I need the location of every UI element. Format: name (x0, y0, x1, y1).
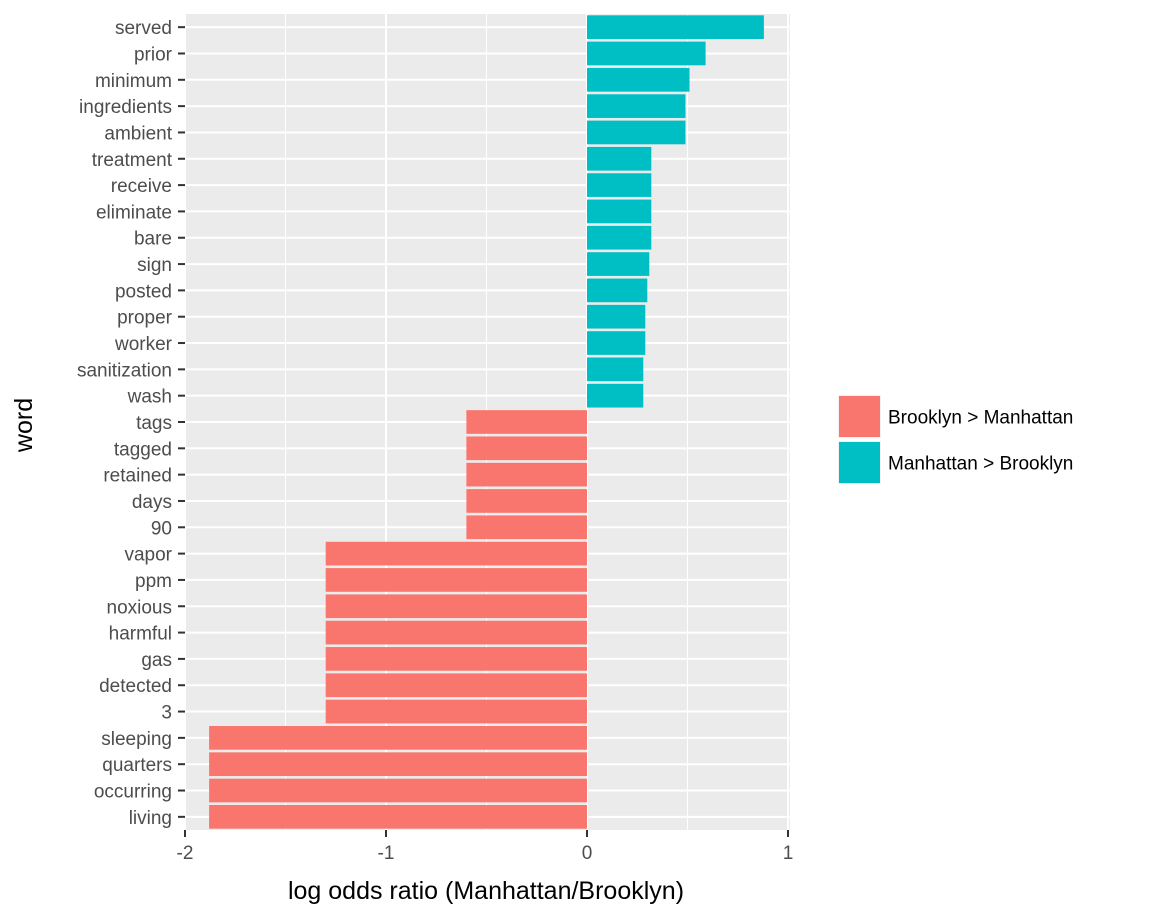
bar-days (466, 489, 587, 513)
x-axis-title: log odds ratio (Manhattan/Brooklyn) (288, 877, 684, 905)
x-tick-label: -1 (378, 843, 395, 864)
y-tick-label: sleeping (101, 729, 172, 750)
bars (209, 15, 764, 829)
legend-key-swatch (839, 396, 880, 437)
bar-90 (466, 515, 587, 540)
x-tick-label: 1 (783, 843, 794, 864)
y-tick-label: wash (127, 387, 172, 408)
bar-posted (587, 278, 648, 303)
y-tick-label: minimum (95, 71, 172, 92)
bar-quarters (209, 752, 587, 777)
bar-harmful (325, 620, 587, 645)
y-tick-label: retained (103, 466, 172, 487)
bar-sign (587, 252, 650, 276)
y-tick-label: harmful (109, 624, 172, 645)
y-axis: served prior minimum ingredients ambient trea… (77, 18, 185, 829)
bar-tagged (466, 436, 587, 461)
y-tick-label: noxious (107, 597, 173, 618)
y-tick-label: ingredients (79, 97, 172, 118)
y-tick-label: receive (111, 176, 172, 197)
y-tick-label: occurring (94, 782, 172, 803)
legend-label: Brooklyn > Manhattan (888, 408, 1073, 429)
bar-minimum (587, 67, 690, 92)
y-tick-label: treatment (92, 150, 173, 171)
legend-label: Manhattan > Brooklyn (888, 454, 1073, 475)
x-axis: -2 -1 0 1 (177, 830, 794, 864)
y-tick-label: sanitization (77, 360, 172, 381)
y-tick-label: prior (134, 44, 173, 65)
bar-ppm (325, 568, 587, 592)
y-tick-label: posted (115, 281, 172, 302)
legend-key-swatch (839, 442, 880, 483)
bar-proper (587, 304, 646, 329)
bar-eliminate (587, 199, 652, 224)
y-tick-label: sign (137, 255, 172, 276)
x-tick-label: 0 (582, 843, 593, 864)
y-tick-label: proper (117, 308, 173, 329)
y-tick-label: bare (134, 229, 172, 250)
bar-tags (466, 410, 587, 434)
bar-bare (587, 225, 652, 250)
y-tick-label: ambient (104, 123, 172, 144)
y-tick-label: 3 (161, 703, 172, 724)
y-tick-label: 90 (151, 518, 172, 539)
bar-receive (587, 173, 652, 197)
y-tick-label: ppm (135, 571, 172, 592)
bar-wash (587, 383, 644, 408)
y-tick-label: worker (114, 334, 173, 355)
y-tick-label: days (132, 492, 172, 513)
bar-retained (466, 462, 587, 487)
bar-occurring (209, 778, 587, 803)
y-tick-label: gas (141, 650, 172, 671)
bar-living (209, 804, 587, 829)
y-tick-label: quarters (102, 755, 172, 776)
bar-3 (325, 699, 587, 724)
legend: Brooklyn > Manhattan Manhattan > Brooklyn (838, 395, 1073, 484)
bar-treatment (587, 146, 652, 171)
bar-worker (587, 331, 646, 355)
major-gridlines (184, 14, 790, 830)
bar-detected (325, 673, 587, 698)
bar-served (587, 15, 764, 40)
y-tick-label: tagged (114, 439, 172, 460)
bar-sanitization (587, 357, 644, 382)
y-tick-label: living (129, 808, 172, 829)
y-tick-label: vapor (124, 545, 172, 566)
y-tick-label: tags (136, 413, 172, 434)
y-tick-label: served (115, 18, 172, 39)
bar-vapor (325, 541, 587, 566)
bar-ambient (587, 120, 686, 145)
y-tick-label: eliminate (96, 202, 172, 223)
y-axis-title: word (10, 398, 38, 453)
bar-prior (587, 41, 706, 66)
bar-ingredients (587, 94, 686, 118)
bar-gas (325, 647, 587, 671)
x-tick-label: -2 (177, 843, 194, 864)
bar-noxious (325, 594, 587, 619)
bar-sleeping (209, 726, 587, 750)
y-tick-label: detected (99, 676, 172, 697)
